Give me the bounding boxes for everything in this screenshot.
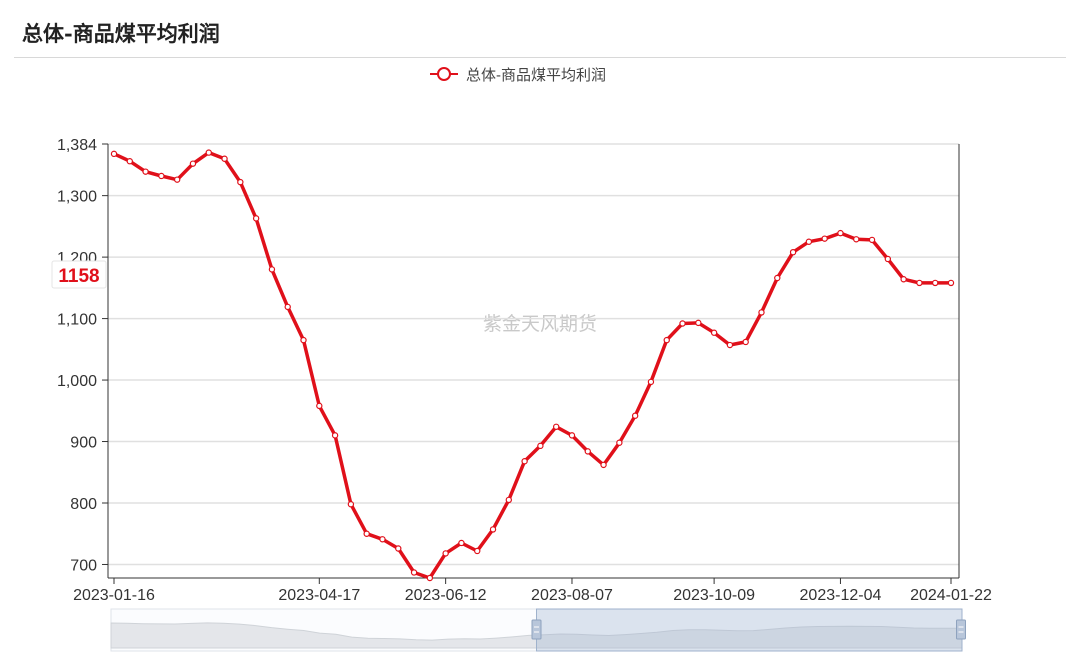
title-divider [14,57,1066,58]
zoom-selected-range[interactable] [536,608,963,652]
data-point[interactable] [616,439,623,446]
data-point[interactable] [631,412,639,419]
data-point[interactable] [805,238,813,245]
legend[interactable]: 总体-商品煤平均利润 [430,67,606,84]
data-point[interactable] [663,336,670,344]
data-point[interactable] [932,279,939,287]
data-point[interactable] [947,279,955,287]
data-point[interactable] [379,536,386,543]
data-point[interactable] [695,319,702,327]
data-point[interactable] [442,550,449,557]
data-point[interactable] [647,378,655,386]
page-title: 总体-商品煤平均利润 [22,21,220,46]
data-point[interactable] [742,338,749,346]
data-point[interactable] [237,178,244,186]
data-point[interactable] [758,309,765,316]
data-point[interactable] [300,336,307,344]
series-line [113,150,951,580]
data-point[interactable] [537,442,544,450]
data-point[interactable] [126,158,133,165]
series-group [110,149,955,582]
data-point[interactable] [505,496,513,504]
data-point[interactable] [110,150,118,158]
data-point[interactable] [774,274,781,282]
data-point[interactable] [189,160,197,167]
data-point[interactable] [489,526,497,533]
data-point[interactable] [568,432,576,439]
data-point[interactable] [679,320,686,327]
data-point[interactable] [205,149,212,156]
x-tick-label: 2023-12-04 [800,587,882,604]
data-point[interactable] [395,545,402,552]
last-value-badge: 1158 [51,260,107,289]
y-tick-label: 900 [70,435,97,452]
data-point[interactable] [710,329,718,336]
data-point[interactable] [268,266,276,273]
y-tick-label: 800 [70,496,97,513]
data-point[interactable] [600,461,607,469]
data-point[interactable] [347,501,355,508]
data-point[interactable] [142,168,149,175]
data-point[interactable] [789,248,797,256]
data-point[interactable] [158,172,165,180]
last-value-label: 1158 [58,266,99,287]
data-point[interactable] [363,530,370,537]
x-tick-label: 2023-04-17 [278,587,360,604]
y-tick-label: 1,100 [57,312,97,329]
y-tick-label: 700 [70,557,97,574]
data-point[interactable] [552,423,560,430]
legend-label: 总体-商品煤平均利润 [466,67,606,84]
data-point[interactable] [284,303,291,311]
data-point[interactable] [821,235,828,242]
y-tick-label: 1,384 [57,137,97,154]
grid-lines [108,143,959,566]
data-point[interactable] [221,155,228,162]
legend-marker-icon [437,67,451,81]
data-point[interactable] [458,539,465,547]
data-zoom-slider[interactable] [110,608,966,652]
x-tick-label: 2024-01-22 [910,587,992,604]
x-axis-ticks: 2023-01-16 2023-04-17 2023-06-12 2023-08-07… [73,578,992,604]
data-point[interactable] [521,458,528,465]
data-point[interactable] [410,569,418,576]
data-point[interactable] [173,176,181,183]
x-tick-label: 2023-08-07 [531,587,613,604]
data-point[interactable] [726,341,734,349]
watermark: 紫金天风期货 [483,313,597,335]
data-point[interactable] [426,574,434,582]
data-point[interactable] [868,236,876,244]
data-point[interactable] [331,432,339,439]
x-tick-label: 2023-06-12 [405,587,487,604]
x-tick-label: 2023-01-16 [73,587,155,604]
data-point[interactable] [900,276,907,283]
y-tick-label: 1,000 [57,373,97,390]
x-tick-label: 2023-10-09 [673,587,755,604]
data-point[interactable] [316,402,323,410]
data-point[interactable] [252,215,260,222]
data-point[interactable] [474,547,481,555]
zoom-handle-left[interactable] [531,619,542,640]
data-point[interactable] [916,279,923,287]
zoom-handle-right[interactable] [956,619,966,640]
data-point[interactable] [853,236,860,243]
data-point[interactable] [837,229,844,237]
data-point[interactable] [884,255,892,263]
y-tick-label: 1,300 [57,189,97,206]
data-point[interactable] [584,448,591,455]
